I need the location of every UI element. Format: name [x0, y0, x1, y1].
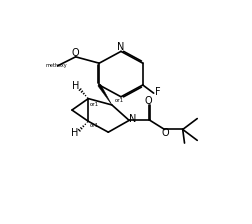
Text: N: N [129, 114, 137, 125]
Polygon shape [98, 84, 112, 105]
Text: N: N [117, 42, 125, 52]
Text: H: H [71, 128, 78, 138]
Text: O: O [71, 48, 79, 58]
Text: H: H [72, 82, 79, 91]
Text: O: O [144, 96, 152, 106]
Text: or1: or1 [115, 98, 124, 103]
Text: F: F [155, 87, 161, 97]
Text: or1: or1 [90, 123, 99, 128]
Text: or1: or1 [90, 102, 99, 108]
Text: O: O [162, 128, 169, 138]
Text: methoxy: methoxy [46, 63, 67, 68]
